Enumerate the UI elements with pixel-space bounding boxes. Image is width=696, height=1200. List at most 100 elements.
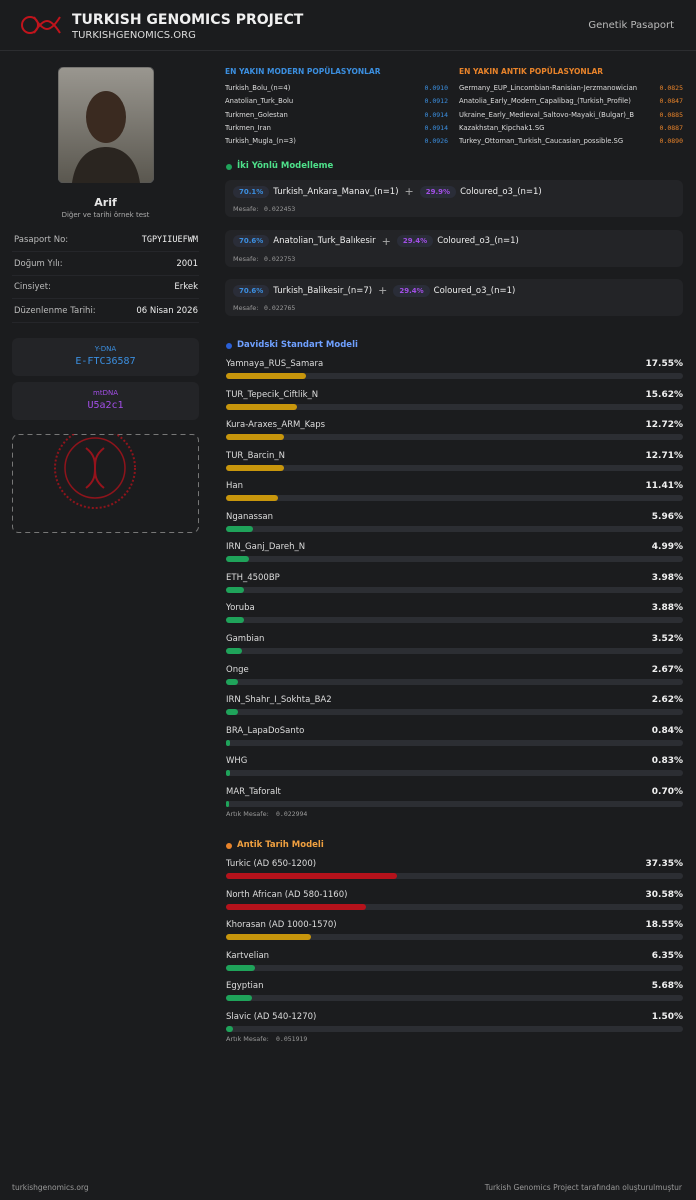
bar-fill [226, 464, 285, 471]
model-row: 70.1% Turkish_Ankara_Manav_(n=1) +29.9% Col… [233, 185, 542, 198]
site-url: TURKISHGENOMICS.ORG [72, 30, 196, 41]
model-row: 70.6% Turkish_Balikesir_(n=7) +29.4% Colour… [233, 284, 515, 297]
population-name: Turkmen_Iran [225, 123, 271, 132]
component-name: Nganassan [226, 511, 274, 522]
logo [21, 16, 61, 34]
residual-value: 0.022994 [276, 810, 308, 819]
population-distance: 0.0912 [424, 97, 448, 106]
component-name: IRN_Ganj_Dareh_N [226, 542, 306, 553]
model-population: Coloured_o3_(n=1) [433, 285, 516, 296]
profile-name: Arif [94, 196, 117, 209]
bar-track [226, 495, 683, 502]
component-name: IRN_Shahr_I_Sokhta_BA2 [226, 695, 332, 706]
component-name: ETH_4500BP [226, 572, 280, 583]
model-percent: 29.4% [393, 284, 430, 297]
population-name: Turkmen_Golestan [225, 110, 288, 119]
nav-link[interactable]: Genetik Pasaport [588, 20, 674, 31]
population-name: Ukraine_Early_Medieval_Saltovo-Mayaki_(B… [459, 110, 635, 119]
bar-fill [226, 434, 285, 441]
population-name: Germany_EUP_Lincombian-Ranisian-Jerzmano… [459, 84, 638, 92]
footer-right: Turkish Genomics Project tarafından oluş… [484, 1183, 682, 1192]
profile-photo [58, 67, 154, 183]
component-name: Han [226, 481, 243, 492]
bar-fill [226, 903, 366, 910]
plus-sign: + [378, 284, 388, 297]
population-name: Turkish_Mugla_(n=3) [225, 137, 296, 146]
bar-track [226, 434, 683, 441]
bar-fill [226, 934, 311, 941]
model-population: Anatolian_Turk_Balıkesir [273, 236, 376, 246]
section-dot [226, 164, 232, 170]
population-name: Kazakhstan_Kipchak1.SG [459, 123, 545, 132]
component-percent: 1.50% [651, 1011, 683, 1022]
footer-left[interactable]: turkishgenomics.org [12, 1183, 89, 1192]
field-label: Pasaport No: [14, 235, 69, 245]
bar-track [226, 934, 683, 941]
model-population: Coloured_o3_(n=1) [437, 236, 519, 246]
component-percent: 15.62% [645, 389, 684, 400]
dna-label: Y-DNA [94, 345, 117, 353]
component-name: Onge [226, 664, 249, 675]
section-title: Davidski Standart Modeli [237, 340, 358, 350]
bar-fill [226, 1025, 233, 1032]
distance-value: 0.022753 [264, 254, 296, 263]
component-percent: 3.88% [651, 603, 683, 614]
population-name: Anatolian_Turk_Bolu [225, 97, 294, 106]
component-percent: 2.62% [651, 695, 683, 706]
plus-sign: + [404, 185, 414, 198]
dna-box: Y-DNA E-FTC36587 [12, 338, 199, 376]
bar-track [226, 770, 683, 777]
dna-label: mtDNA [93, 389, 118, 397]
component-percent: 3.98% [651, 572, 683, 583]
population-name: Turkish_Bolu_(n=4) [225, 84, 291, 92]
bar-fill [226, 556, 249, 563]
model-percent: 70.6% [233, 235, 270, 247]
component-name: Turkic (AD 650-1200) [226, 859, 317, 869]
model-percent: 29.9% [419, 185, 457, 198]
component-percent: 12.72% [645, 420, 684, 431]
dna-box: mtDNA U5a2c1 [12, 382, 199, 420]
component-percent: 0.70% [651, 786, 683, 797]
residual-label: Artık Mesafe: [226, 1035, 269, 1044]
component-name: Kartvelian [226, 950, 270, 961]
component-percent: 5.68% [651, 981, 683, 992]
section-title: İki Yönlü Modelleme [237, 161, 334, 171]
field-value: TGPYIIUEFWM [141, 235, 198, 245]
bar-track [226, 586, 683, 593]
population-distance: 0.0885 [659, 110, 683, 119]
component-percent: 6.35% [651, 950, 683, 961]
residual-value: 0.051919 [276, 1035, 308, 1044]
bar-fill [226, 373, 307, 379]
component-name: TUR_Barcin_N [226, 450, 285, 461]
population-distance: 0.0847 [659, 97, 683, 106]
profile-subtitle: Diğer ve tarihi örnek test [61, 211, 150, 219]
field-label: Doğum Yılı: [14, 258, 63, 269]
population-distance: 0.0914 [424, 123, 448, 132]
bar-fill [226, 800, 230, 807]
component-percent: 37.35% [645, 859, 684, 869]
bar-track [226, 525, 683, 532]
bar-track [226, 617, 683, 624]
bar-track [226, 800, 683, 807]
bar-fill [226, 709, 238, 716]
model-percent: 70.6% [233, 284, 270, 297]
field-label: Cinsiyet: [14, 282, 51, 292]
component-name: BRA_LapaDoSanto [226, 725, 305, 736]
bar-fill [226, 525, 254, 532]
model-box: 70.6% Anatolian_Turk_Balıkesir +29.4% Colou… [225, 229, 683, 267]
field-value: 2001 [176, 258, 198, 269]
bar-fill [226, 586, 245, 593]
component-percent: 0.83% [651, 756, 683, 767]
component-percent: 12.71% [645, 450, 684, 461]
dna-value: U5a2c1 [87, 400, 124, 411]
plus-sign: + [381, 234, 391, 248]
component-percent: 0.84% [651, 725, 683, 736]
list-title: EN YAKIN ANTIK POPÜLASYONLAR [459, 67, 604, 76]
population-distance: 0.0910 [424, 84, 448, 92]
bar-fill [226, 678, 239, 685]
model-population: Turkish_Ankara_Manav_(n=1) [273, 186, 399, 197]
component-percent: 17.55% [645, 359, 684, 369]
distance-value: 0.022765 [264, 304, 296, 312]
bar-track [226, 903, 683, 910]
